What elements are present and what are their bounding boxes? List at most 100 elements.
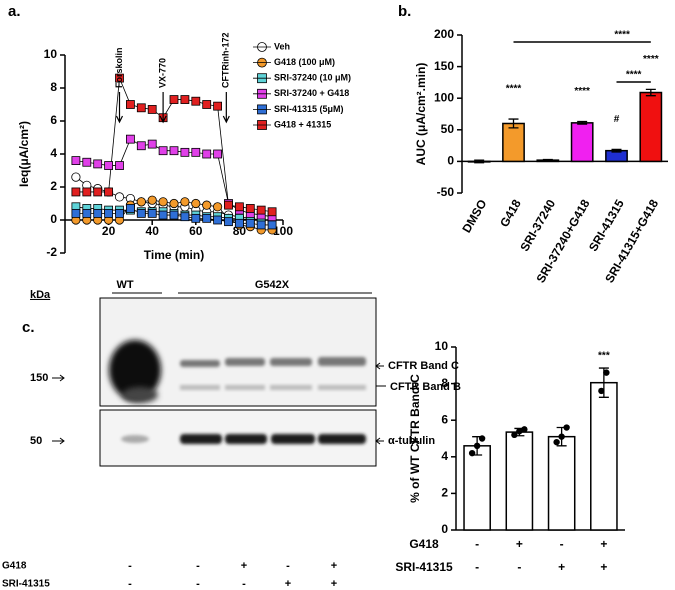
condition-value: +: [558, 560, 565, 574]
point: [245, 218, 255, 228]
data-point: [598, 387, 605, 395]
condition-value: -: [475, 537, 479, 551]
y-tick-label: 4: [50, 146, 57, 160]
y-tick-label: 8: [441, 376, 448, 390]
point: [213, 101, 223, 111]
legend-label: Veh: [274, 41, 290, 51]
y-axis-label: AUC (μA/cm².min): [414, 63, 428, 166]
y-tick-label: 0: [50, 212, 57, 226]
point: [114, 192, 125, 202]
point: [213, 215, 223, 225]
point: [71, 208, 81, 218]
x-tick-label: 60: [189, 224, 203, 238]
point: [191, 147, 201, 157]
point: [126, 204, 135, 213]
y-tick-label: -50: [437, 185, 455, 199]
condition-value: -: [517, 560, 521, 574]
condition-value: -: [560, 537, 564, 551]
point: [93, 159, 103, 169]
band: [121, 435, 149, 443]
annotation: CFTRinh-172: [221, 32, 231, 88]
annotation-arrow: [115, 92, 124, 124]
y-tick-label: 0: [447, 154, 454, 168]
condition-value: -: [128, 560, 132, 572]
point: [158, 210, 168, 220]
point: [180, 95, 190, 104]
data-point: [478, 435, 486, 442]
point: [267, 207, 277, 217]
blot: WT G542X kDa 150 50 CFTR Band C CFTR Ban…: [30, 279, 461, 467]
point: [169, 146, 179, 156]
x-tick-label: 100: [273, 224, 293, 238]
bar: [505, 431, 534, 531]
panel-label: b.: [398, 3, 411, 20]
point: [202, 213, 212, 223]
y-tick-label: 150: [434, 59, 454, 73]
point: [202, 100, 212, 109]
error-bar: [645, 88, 656, 97]
condition-name: G418: [2, 561, 27, 572]
condition-value: -: [475, 560, 479, 574]
point: [71, 156, 81, 166]
data-point: [563, 424, 570, 431]
condition-value: -: [196, 560, 200, 572]
legend-label: SRI-37240 (10 μM): [274, 73, 351, 83]
point: [71, 187, 81, 197]
bar: [590, 381, 618, 531]
significance: #: [614, 114, 620, 125]
point: [267, 220, 277, 230]
mw-marker: 150: [30, 372, 48, 384]
y-tick-label: 0: [441, 522, 448, 536]
point: [82, 208, 92, 218]
point: [126, 100, 135, 109]
y-tick-label: 10: [435, 339, 449, 353]
data-point: [468, 449, 476, 457]
point: [158, 197, 168, 207]
bar: [639, 91, 663, 163]
arrow: [52, 374, 65, 445]
bracket-label: ****: [626, 70, 642, 81]
condition-value: -: [196, 578, 200, 590]
band-label: α-tubulin: [388, 435, 435, 447]
band-label: CFTR Band C: [388, 360, 459, 372]
lane-label: WT: [116, 279, 133, 291]
error-bar: [577, 120, 588, 125]
data-point: [558, 433, 565, 440]
arrow: [375, 362, 384, 445]
point: [82, 157, 92, 167]
data-point: [553, 438, 560, 446]
significance: ****: [643, 54, 659, 65]
error-bar: [508, 118, 519, 129]
lane-label: G542X: [255, 279, 290, 291]
bands-c: [180, 357, 366, 367]
panel-label: a.: [8, 3, 21, 20]
legend-label: G418 (100 μM): [274, 57, 335, 67]
x-tick-label: G418: [497, 197, 524, 230]
y-axis-label: Ieq(μA/cm²): [17, 121, 31, 187]
kda-label: kDa: [30, 289, 51, 301]
condition-value: +: [241, 560, 247, 572]
condition-name: SRI-41315: [2, 579, 50, 590]
point: [224, 217, 233, 227]
significance: ****: [574, 86, 590, 97]
significance: ***: [598, 351, 610, 362]
band: [109, 340, 161, 400]
point: [93, 208, 103, 218]
condition-value: +: [516, 537, 523, 551]
error-bar: [611, 148, 622, 153]
point: [104, 187, 113, 197]
point: [136, 208, 146, 218]
y-tick-label: 2: [441, 486, 448, 500]
point: [147, 105, 157, 114]
y-tick-label: 4: [441, 449, 448, 463]
point: [136, 103, 146, 113]
point: [191, 198, 201, 209]
legend-label: SRI-37240 + G418: [274, 88, 349, 98]
bands-b: [180, 385, 366, 390]
condition-name: SRI-41315: [395, 560, 453, 574]
y-tick-label: 2: [50, 179, 57, 193]
point: [234, 202, 244, 212]
annotation-arrow: [222, 92, 230, 124]
condition-value: +: [600, 560, 607, 574]
band-label: CFTR Band B: [390, 381, 461, 393]
